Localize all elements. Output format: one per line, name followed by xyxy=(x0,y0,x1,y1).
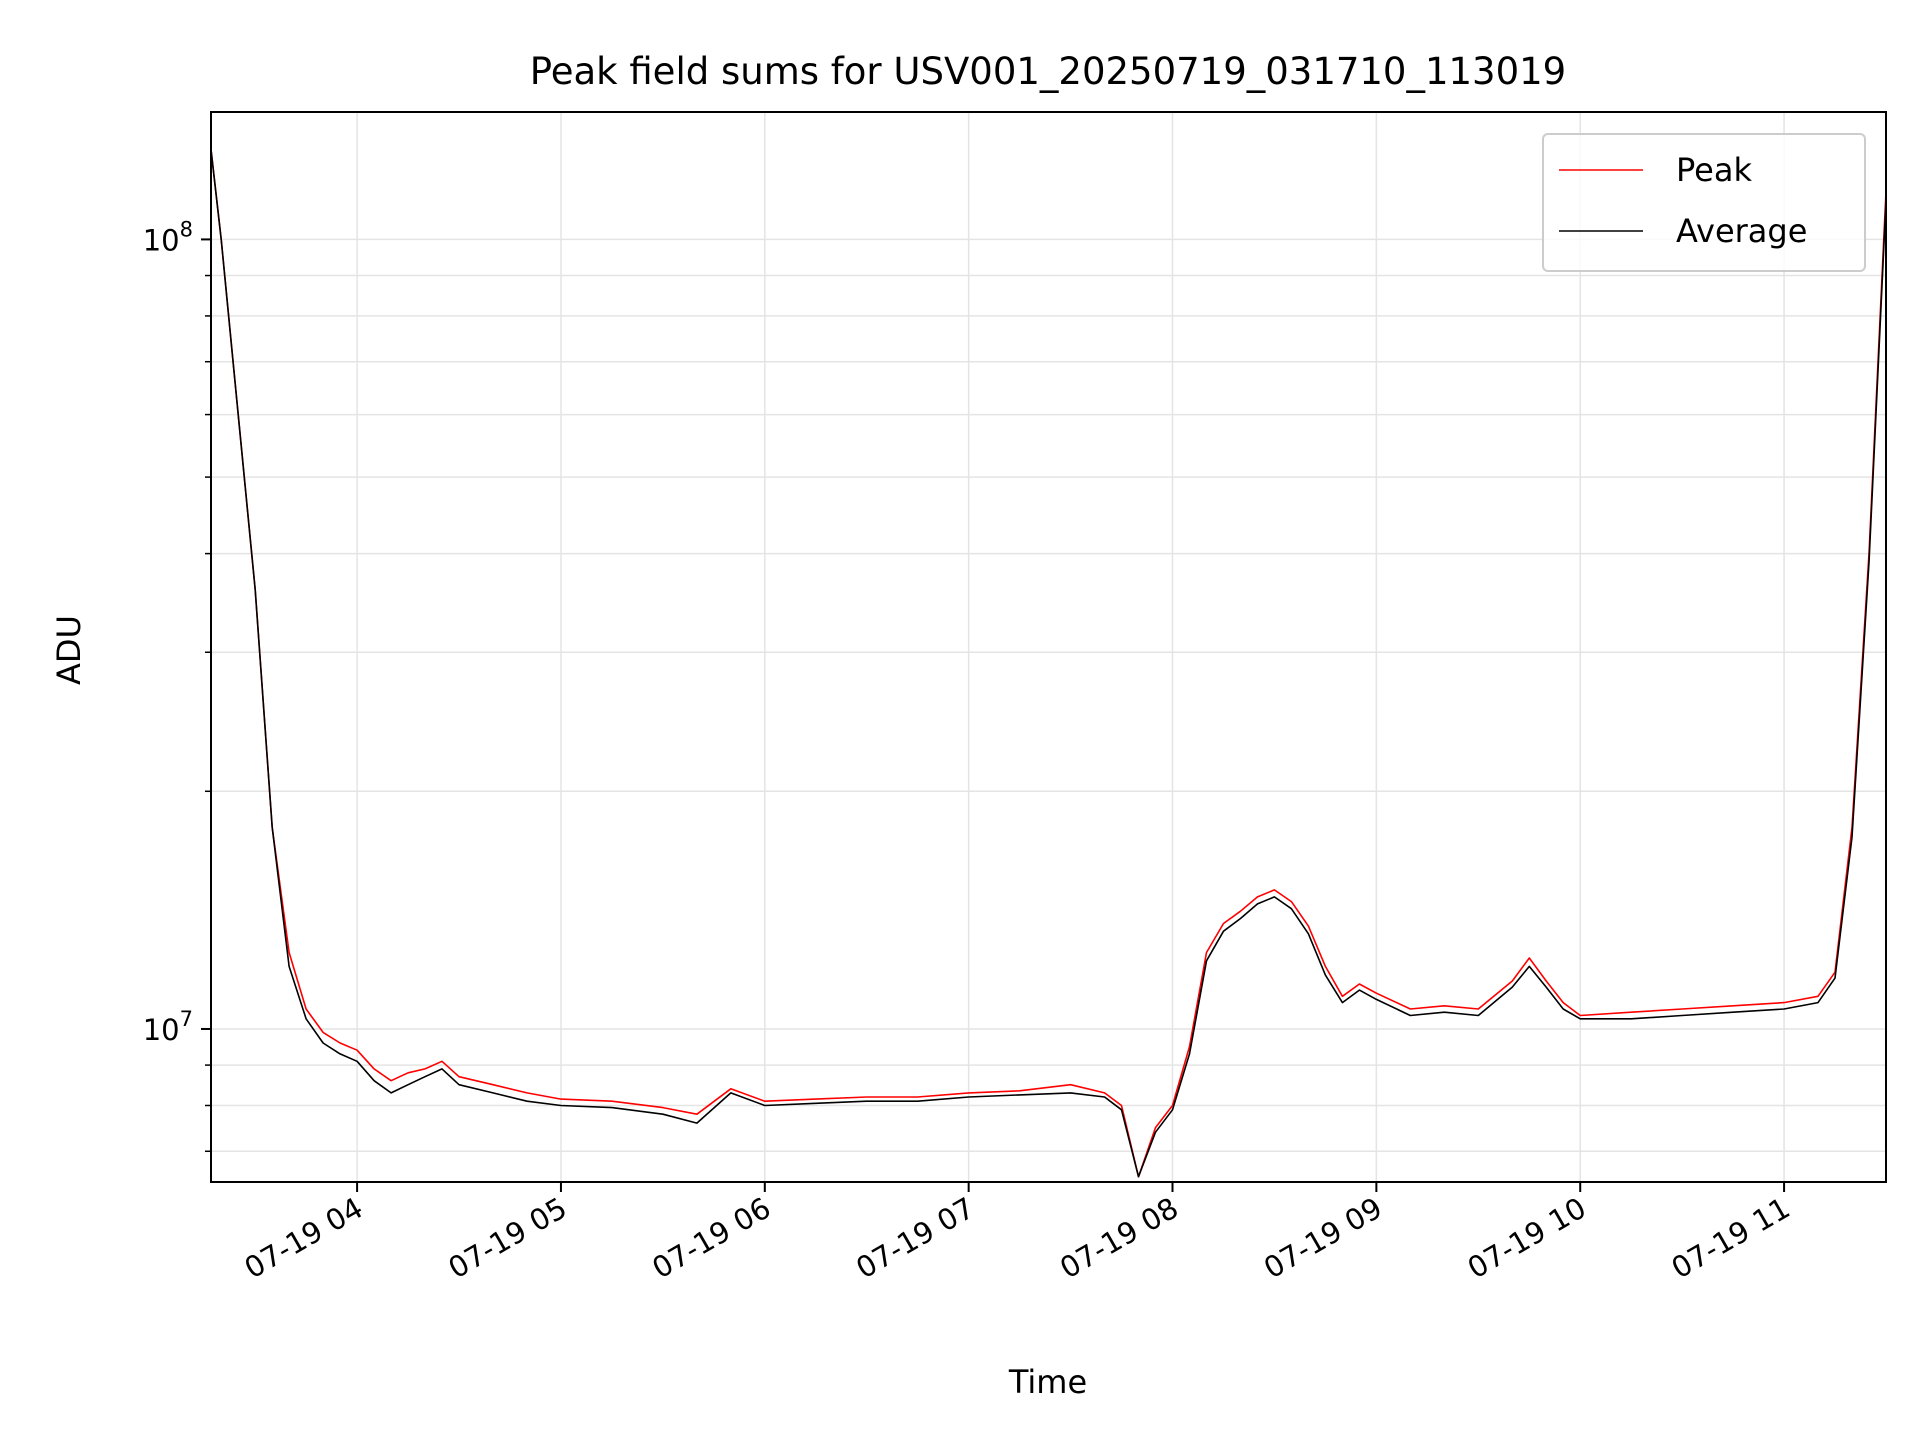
y-axis-label: ADU xyxy=(50,615,88,685)
legend-box xyxy=(1542,133,1866,272)
series-line-average xyxy=(210,149,1887,1178)
legend-label-average: Average xyxy=(1676,212,1807,250)
grid-lines xyxy=(211,112,1886,1182)
plot-frame xyxy=(210,111,1887,1183)
legend-label-peak: Peak xyxy=(1676,151,1752,189)
chart-title: Peak field sums for USV001_20250719_0317… xyxy=(530,50,1566,93)
legend: Peak Average xyxy=(1542,133,1866,272)
y-ticks: 107 108 xyxy=(143,217,211,1153)
y-tick-label: 108 xyxy=(143,217,193,257)
series-lines xyxy=(210,149,1887,1178)
y-tick-label: 107 xyxy=(143,1007,193,1047)
x-axis-label: Time xyxy=(1008,1363,1087,1401)
